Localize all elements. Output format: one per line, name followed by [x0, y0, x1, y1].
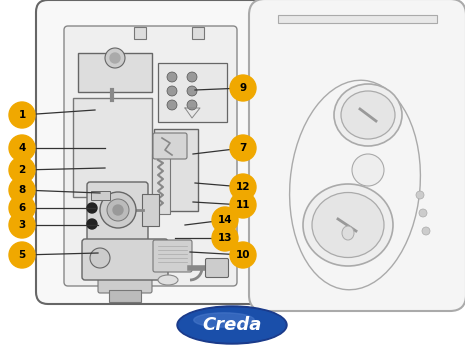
FancyBboxPatch shape: [109, 290, 141, 302]
FancyBboxPatch shape: [206, 259, 228, 278]
Circle shape: [9, 177, 35, 203]
FancyBboxPatch shape: [153, 133, 187, 159]
FancyBboxPatch shape: [82, 239, 168, 280]
Circle shape: [90, 248, 110, 268]
Circle shape: [230, 192, 256, 218]
Circle shape: [110, 53, 120, 63]
Circle shape: [416, 191, 424, 199]
FancyBboxPatch shape: [73, 98, 152, 197]
Text: 10: 10: [236, 250, 250, 260]
Text: 3: 3: [19, 220, 26, 230]
FancyBboxPatch shape: [64, 26, 237, 286]
Circle shape: [187, 86, 197, 96]
Circle shape: [230, 174, 256, 200]
Ellipse shape: [303, 184, 393, 266]
Text: 5: 5: [19, 250, 26, 260]
Circle shape: [107, 199, 129, 221]
Circle shape: [9, 242, 35, 268]
Text: 6: 6: [19, 203, 26, 213]
Text: 8: 8: [19, 185, 26, 195]
FancyBboxPatch shape: [98, 275, 152, 293]
FancyBboxPatch shape: [278, 15, 437, 23]
Ellipse shape: [334, 84, 402, 146]
FancyBboxPatch shape: [249, 0, 465, 311]
FancyBboxPatch shape: [152, 154, 170, 214]
Circle shape: [9, 195, 35, 221]
Ellipse shape: [177, 306, 287, 344]
Text: 14: 14: [218, 215, 232, 225]
Ellipse shape: [179, 308, 285, 342]
Ellipse shape: [341, 91, 395, 139]
Circle shape: [113, 205, 123, 215]
Circle shape: [352, 154, 384, 186]
Circle shape: [230, 75, 256, 101]
Circle shape: [9, 102, 35, 128]
Text: Creda: Creda: [202, 316, 262, 334]
Ellipse shape: [158, 275, 178, 285]
Circle shape: [87, 219, 97, 229]
FancyBboxPatch shape: [158, 63, 227, 122]
Circle shape: [100, 192, 136, 228]
FancyBboxPatch shape: [154, 129, 198, 211]
Text: 9: 9: [239, 83, 246, 93]
Text: 12: 12: [236, 182, 250, 192]
Circle shape: [167, 72, 177, 82]
Ellipse shape: [194, 313, 254, 327]
Circle shape: [187, 72, 197, 82]
FancyBboxPatch shape: [134, 27, 146, 39]
Ellipse shape: [342, 226, 354, 240]
Circle shape: [187, 100, 197, 110]
Circle shape: [230, 135, 256, 161]
Ellipse shape: [312, 193, 384, 258]
Circle shape: [419, 209, 427, 217]
FancyBboxPatch shape: [78, 53, 152, 92]
Text: 11: 11: [236, 200, 250, 210]
Text: 13: 13: [218, 233, 232, 243]
Text: 7: 7: [239, 143, 247, 153]
Circle shape: [230, 242, 256, 268]
Text: 1: 1: [19, 110, 26, 120]
FancyBboxPatch shape: [92, 190, 111, 199]
FancyBboxPatch shape: [142, 194, 159, 226]
Circle shape: [87, 203, 97, 213]
Circle shape: [422, 227, 430, 235]
Circle shape: [212, 225, 238, 251]
Circle shape: [167, 100, 177, 110]
Circle shape: [167, 86, 177, 96]
Text: 4: 4: [18, 143, 26, 153]
FancyBboxPatch shape: [153, 240, 192, 272]
FancyBboxPatch shape: [87, 182, 148, 243]
Text: 2: 2: [19, 165, 26, 175]
Circle shape: [9, 135, 35, 161]
Circle shape: [9, 157, 35, 183]
FancyBboxPatch shape: [192, 27, 204, 39]
Circle shape: [9, 212, 35, 238]
Circle shape: [105, 48, 125, 68]
Circle shape: [212, 207, 238, 233]
FancyBboxPatch shape: [36, 0, 265, 304]
